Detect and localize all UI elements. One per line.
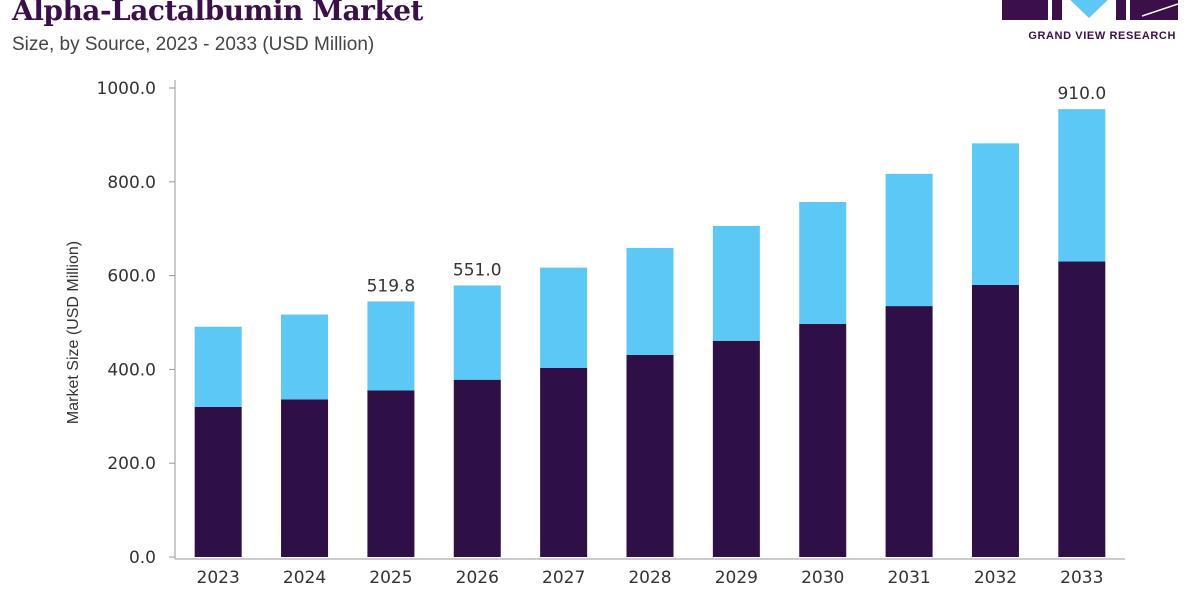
y-tick-label: 0.0 <box>129 548 156 568</box>
x-tick-label: 2026 <box>456 568 499 588</box>
bar-segment-light-2023 <box>194 326 242 407</box>
bar-group <box>194 109 1106 557</box>
bar-segment-dark-2026 <box>453 379 501 557</box>
grand-view-research-logo-icon <box>1002 0 1178 20</box>
bar-segment-light-2026 <box>453 285 501 380</box>
x-tick-label: 2032 <box>974 568 1017 588</box>
y-tick-label: 1000.0 <box>97 79 156 99</box>
x-axis: 2023 2024 2025 2026 2027 2028 2029 2030 2031 2032… <box>175 558 1125 588</box>
data-label-2033: 910.0 <box>1057 84 1106 104</box>
y-axis-title: Market Size (USD Million) <box>65 241 82 424</box>
x-tick-label: 2023 <box>197 568 240 588</box>
x-tick-label: 2025 <box>369 568 412 588</box>
data-labels: 519.8 551.0 910.0 <box>367 84 1107 296</box>
x-tick-label: 2024 <box>283 568 326 588</box>
bar-segment-dark-2032 <box>971 284 1019 557</box>
bar-segment-dark-2029 <box>712 340 760 557</box>
bar-segment-light-2031 <box>885 173 933 307</box>
data-label-2026: 551.0 <box>453 260 502 280</box>
bar-segment-dark-2030 <box>799 323 847 557</box>
brand-name: GRAND VIEW RESEARCH <box>1028 30 1176 42</box>
x-tick-label: 2030 <box>801 568 844 588</box>
bar-segment-dark-2027 <box>540 367 588 557</box>
bar-segment-light-2028 <box>626 247 674 355</box>
bar-segment-light-2024 <box>281 314 329 400</box>
bar-segment-dark-2028 <box>626 354 674 557</box>
bar-segment-light-2030 <box>799 201 847 324</box>
bar-segment-light-2025 <box>367 301 415 391</box>
y-axis: 0.0 200.0 400.0 600.0 800.0 1000.0 <box>97 79 176 568</box>
bar-segment-light-2027 <box>540 267 588 368</box>
x-tick-label: 2031 <box>887 568 930 588</box>
y-tick-label: 200.0 <box>107 454 156 474</box>
bar-segment-light-2032 <box>971 143 1019 285</box>
bar-segment-dark-2031 <box>885 306 933 557</box>
bar-segment-dark-2033 <box>1058 261 1106 557</box>
y-tick-label: 600.0 <box>107 267 156 287</box>
y-tick-label: 800.0 <box>107 173 156 193</box>
bar-segment-light-2033 <box>1058 109 1106 262</box>
bar-segment-dark-2025 <box>367 390 415 557</box>
x-tick-label: 2029 <box>715 568 758 588</box>
data-label-2025: 519.8 <box>367 276 416 296</box>
y-tick-label: 400.0 <box>107 360 156 380</box>
bar-segment-dark-2024 <box>281 399 329 557</box>
bar-segment-light-2029 <box>712 225 760 341</box>
chart-subtitle: Size, by Source, 2023 - 2033 (USD Millio… <box>12 34 375 55</box>
x-tick-label: 2027 <box>542 568 585 588</box>
chart-title: Alpha-Lactalbumin Market <box>12 0 424 27</box>
bar-segment-dark-2023 <box>194 406 242 557</box>
x-tick-label: 2028 <box>628 568 671 588</box>
x-tick-label: 2033 <box>1060 568 1103 588</box>
